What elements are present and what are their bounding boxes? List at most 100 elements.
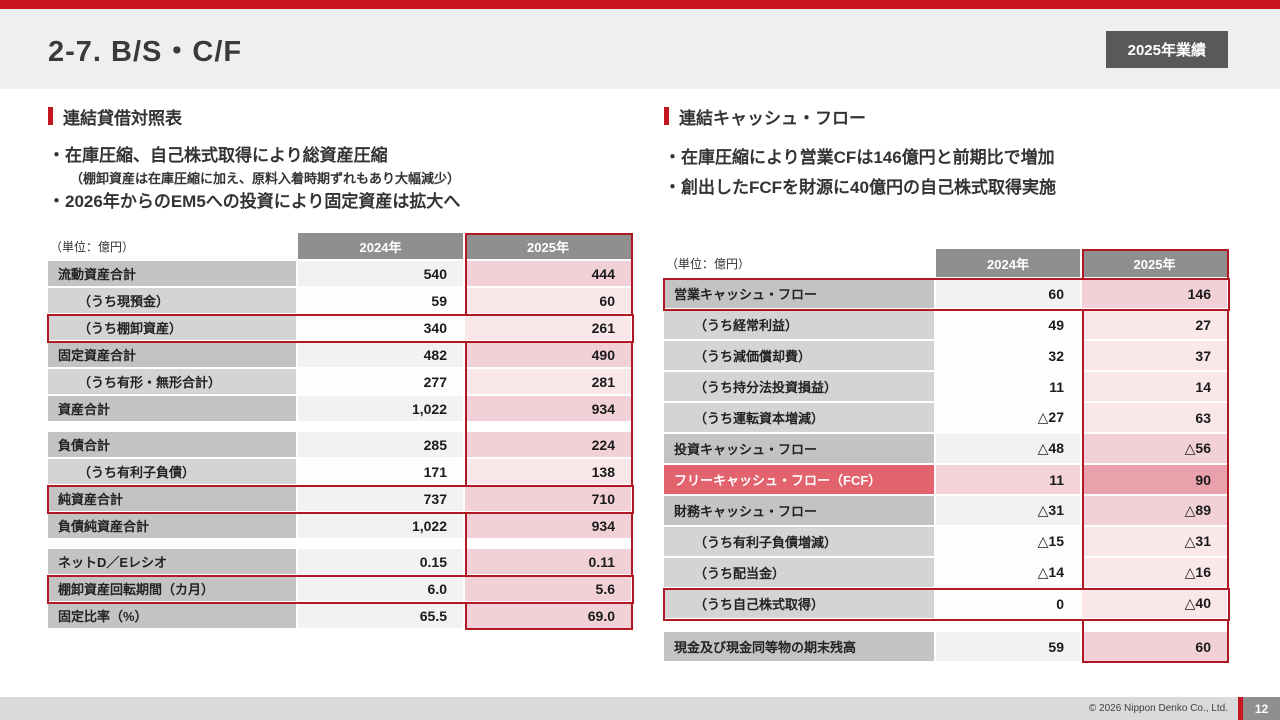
page-title: 2-7. B/S・C/F (48, 36, 243, 68)
table-row: （うち有形・無形合計） 277 281 (48, 369, 633, 396)
value-2025: 63 (1082, 403, 1229, 434)
bullet-point: ・在庫圧縮、自己株式取得により総資産圧縮 (48, 146, 388, 165)
value-2025: 138 (465, 459, 633, 486)
value-2024: 285 (298, 432, 465, 459)
table-row: 現金及び現金同等物の期末残高 59 60 (664, 632, 1229, 663)
value-2025: 934 (465, 513, 633, 540)
row-label: 営業キャッシュ・フロー (664, 279, 936, 310)
table-row-spacer (48, 540, 633, 549)
row-label: （うち棚卸資産） (48, 315, 298, 342)
value-2025: 27 (1082, 310, 1229, 341)
section-title-cash-flow: 連結キャッシュ・フロー (664, 105, 1229, 128)
value-2024: 171 (298, 459, 465, 486)
row-label: 現金及び現金同等物の期末残高 (664, 632, 936, 663)
table-row: （うち棚卸資産） 340 261 (47, 314, 634, 343)
balance-sheet-bullets: ・在庫圧縮、自己株式取得により総資産圧縮 （棚卸資産は在庫圧縮に加え、原料入着時… (48, 143, 633, 215)
row-label: （うち自己株式取得） (664, 589, 936, 620)
table-row: フリーキャッシュ・フロー（FCF） 11 90 (664, 465, 1229, 496)
fiscal-year-badge: 2025年業績 (1105, 30, 1228, 68)
value-2024: 1,022 (298, 396, 465, 423)
value-2024: 277 (298, 369, 465, 396)
slide-header: 2-7. B/S・C/F 2025年業績 (0, 9, 1280, 89)
row-label: フリーキャッシュ・フロー（FCF） (664, 465, 936, 496)
value-2024: 11 (936, 465, 1082, 496)
row-label: （うち経常利益） (664, 310, 936, 341)
balance-sheet-table: （単位：億円） 2024年 2025年 流動資産合計 540 444 （うち現預金） 59 60… (47, 233, 634, 630)
table-row: 棚卸資産回転期間（カ月） 6.0 5.6 (47, 575, 634, 604)
table-header-row: （単位：億円） 2024年 2025年 (664, 249, 1229, 279)
bullet-note: （棚卸資産は在庫圧縮に加え、原料入着時期ずれもあり大幅減少） (70, 171, 461, 186)
row-label: 純資産合計 (48, 486, 298, 513)
table-row: （うち減価償却費） 32 37 (664, 341, 1229, 372)
value-2024: 49 (936, 310, 1082, 341)
table-row: 負債純資産合計 1,022 934 (48, 513, 633, 540)
value-2025: 14 (1082, 372, 1229, 403)
value-2024: △48 (936, 434, 1082, 465)
table-row: （うち有利子負債） 171 138 (48, 459, 633, 486)
row-label: 資産合計 (48, 396, 298, 423)
value-2024: △31 (936, 496, 1082, 527)
value-2025: 37 (1082, 341, 1229, 372)
table-row: 負債合計 285 224 (48, 432, 633, 459)
table-row: （うち経常利益） 49 27 (664, 310, 1229, 341)
table-row: 純資産合計 737 710 (47, 485, 634, 514)
value-2024: △14 (936, 558, 1082, 589)
value-2024: 11 (936, 372, 1082, 403)
table-row: （うち現預金） 59 60 (48, 288, 633, 315)
row-label: （うち配当金） (664, 558, 936, 589)
section-marker-icon (48, 107, 53, 125)
cash-flow-bullets: ・在庫圧縮により営業CFは146億円と前期比で増加 ・創出したFCFを財源に40… (664, 143, 1229, 203)
value-2025: 90 (1082, 465, 1229, 496)
row-label: 投資キャッシュ・フロー (664, 434, 936, 465)
value-2024: 6.0 (298, 576, 465, 603)
row-label: 流動資産合計 (48, 261, 298, 288)
value-2025: 146 (1082, 279, 1229, 310)
value-2025: 0.11 (465, 549, 633, 576)
bullet-point: ・在庫圧縮により営業CFは146億円と前期比で増加 (664, 148, 1055, 167)
page-number: 12 (1243, 697, 1280, 720)
value-2025: 710 (465, 486, 633, 513)
table-row: （うち配当金） △14 △16 (664, 558, 1229, 589)
section-title-text: 連結キャッシュ・フロー (679, 108, 866, 128)
slide-content: 連結貸借対照表 ・在庫圧縮、自己株式取得により総資産圧縮 （棚卸資産は在庫圧縮に… (0, 89, 1280, 663)
table-row: （うち自己株式取得） 0 △40 (663, 588, 1230, 621)
copyright-text: © 2026 Nippon Denko Co., Ltd. (1088, 703, 1228, 714)
value-2025: △56 (1082, 434, 1229, 465)
table-row: 流動資産合計 540 444 (48, 261, 633, 288)
value-2025: △31 (1082, 527, 1229, 558)
row-label: （うち有利子負債） (48, 459, 298, 486)
table-row: （うち有利子負債増減） △15 △31 (664, 527, 1229, 558)
table-row: 営業キャッシュ・フロー 60 146 (663, 278, 1230, 311)
table-header-row: （単位：億円） 2024年 2025年 (48, 233, 633, 261)
cash-flow-section: 連結キャッシュ・フロー ・在庫圧縮により営業CFは146億円と前期比で増加 ・創… (663, 105, 1230, 663)
value-2025: 60 (1082, 632, 1229, 663)
row-label: 棚卸資産回転期間（カ月） (48, 576, 298, 603)
table-row: ネットD／Eレシオ 0.15 0.11 (48, 549, 633, 576)
row-label: 固定比率（%） (48, 603, 298, 630)
value-2024: 1,022 (298, 513, 465, 540)
row-label: （うち運転資本増減） (664, 403, 936, 434)
row-label: （うち現預金） (48, 288, 298, 315)
value-2025: 69.0 (465, 603, 633, 630)
table-row-spacer (664, 620, 1229, 632)
column-header-2025: 2025年 (465, 233, 633, 261)
table-row: 財務キャッシュ・フロー △31 △89 (664, 496, 1229, 527)
table-row-spacer (48, 423, 633, 432)
table-row: （うち運転資本増減） △27 63 (664, 403, 1229, 434)
value-2024: 737 (298, 486, 465, 513)
row-label: （うち持分法投資損益） (664, 372, 936, 403)
column-header-2024: 2024年 (936, 249, 1082, 279)
balance-sheet-section: 連結貸借対照表 ・在庫圧縮、自己株式取得により総資産圧縮 （棚卸資産は在庫圧縮に… (47, 105, 634, 663)
value-2025: △89 (1082, 496, 1229, 527)
row-label: ネットD／Eレシオ (48, 549, 298, 576)
value-2025: 490 (465, 342, 633, 369)
value-2024: 65.5 (298, 603, 465, 630)
row-label: （うち減価償却費） (664, 341, 936, 372)
value-2025: 60 (465, 288, 633, 315)
column-header-2025: 2025年 (1082, 249, 1229, 279)
unit-label: （単位：億円） (48, 233, 298, 261)
bullet-point: ・2026年からのEM5への投資により固定資産は拡大へ (48, 192, 461, 211)
row-label: （うち有利子負債増減） (664, 527, 936, 558)
value-2025: 5.6 (465, 576, 633, 603)
